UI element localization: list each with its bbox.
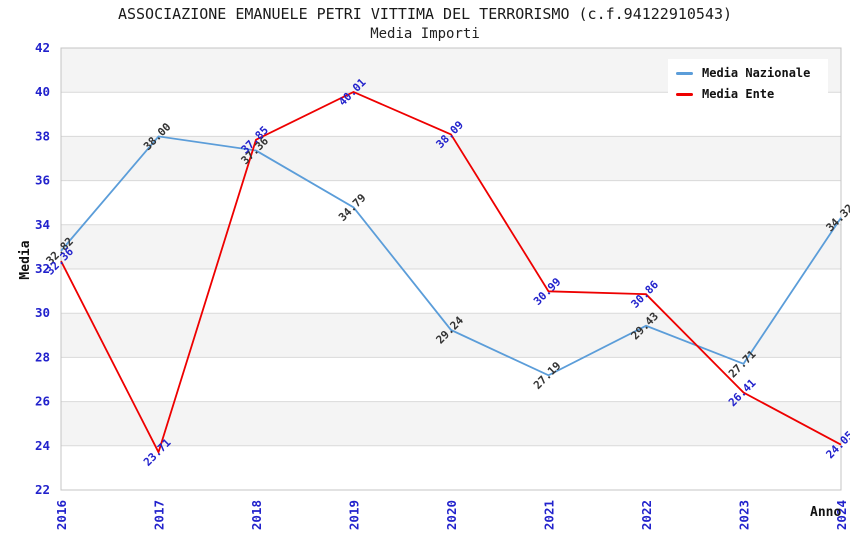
legend-item-media-nazionale: Media Nazionale	[676, 66, 822, 80]
series-line-media-ente	[60, 90, 842, 455]
chart-legend: Media Nazionale Media Ente	[668, 59, 828, 108]
x-tick-label: 2024	[834, 500, 849, 530]
y-tick-label: 38	[35, 128, 50, 143]
y-axis-title: Media	[18, 240, 33, 280]
series-line-media-nazionale	[60, 135, 842, 377]
x-tick-label: 2016	[54, 500, 69, 530]
y-tick-label: 36	[35, 173, 50, 188]
y-tick-label: 40	[35, 84, 50, 99]
x-tick-label: 2019	[347, 500, 362, 530]
x-tick-label: 2017	[152, 500, 167, 530]
x-tick-label: 2022	[639, 500, 654, 530]
plot-band	[61, 224, 841, 269]
y-tick-label: 34	[35, 217, 50, 232]
y-tick-label: 32	[35, 261, 50, 276]
y-tick-label: 22	[35, 482, 50, 497]
x-tick-label: 2018	[249, 500, 264, 530]
x-tick-label: 2020	[444, 500, 459, 530]
plot-band	[61, 401, 841, 446]
data-label: 34.32	[824, 202, 850, 235]
chart-subtitle: Media Importi	[370, 26, 480, 42]
x-tick-label: 2023	[737, 500, 752, 530]
x-axis-title: Anno	[810, 505, 842, 520]
data-label: 27.19	[531, 359, 564, 392]
y-tick-label: 30	[35, 305, 50, 320]
y-tick-label: 24	[35, 438, 50, 453]
plot-band	[61, 136, 841, 181]
legend-swatch-ente-icon	[676, 92, 693, 96]
legend-label-nazionale: Media Nazionale	[702, 66, 811, 80]
chart-title: ASSOCIAZIONE EMANUELE PETRI VITTIMA DEL …	[117, 5, 733, 23]
legend-label-ente: Media Ente	[702, 87, 775, 101]
plot-border	[60, 47, 842, 491]
y-tick-label: 26	[35, 394, 50, 409]
legend-item-media-ente: Media Ente	[676, 87, 822, 101]
x-tick-label: 2021	[542, 500, 557, 530]
y-tick-label: 42	[35, 40, 50, 55]
legend-swatch-nazionale-icon	[676, 71, 693, 75]
y-tick-label: 28	[35, 349, 50, 364]
